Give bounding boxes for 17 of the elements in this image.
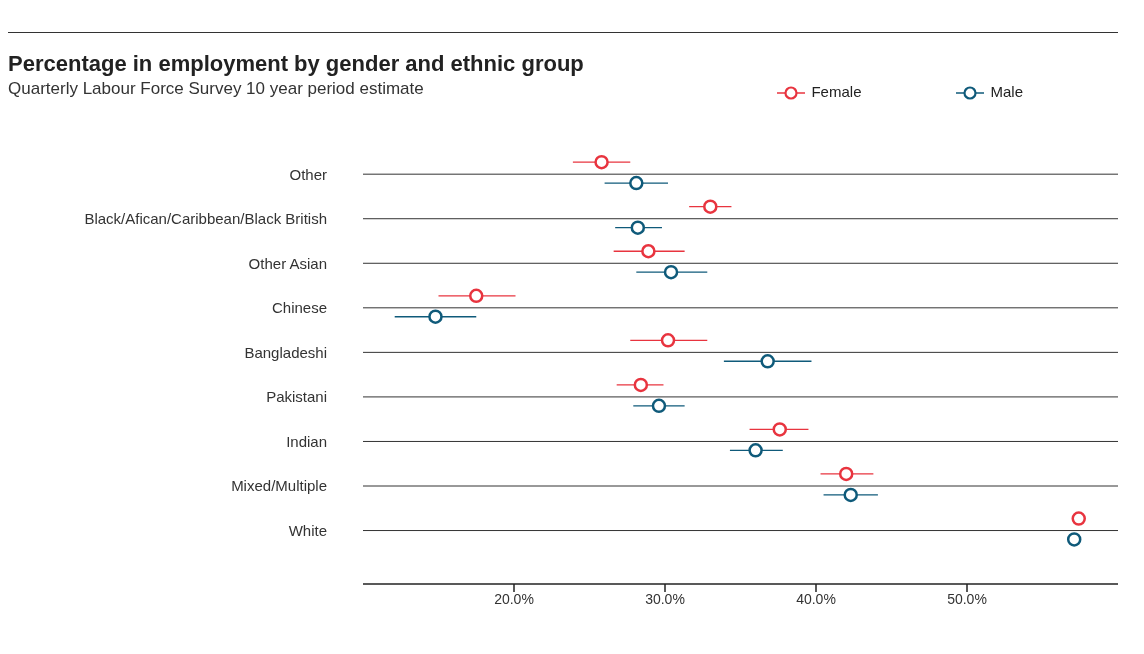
x-tick-label: 20.0% <box>494 590 534 607</box>
y-tick-label: Black/Afican/Caribbean/Black British <box>84 210 327 228</box>
y-tick-label: Indian <box>286 432 327 450</box>
y-tick-label: Other Asian <box>248 254 327 272</box>
text: Quarterly Labour Force Survey 10 year period estimate <box>8 79 424 98</box>
y-tick-label: Bangladeshi <box>244 343 327 361</box>
y-tick-label: Mixed/Multiple <box>231 477 327 495</box>
x-tick-label: 50.0% <box>947 590 987 607</box>
x-tick-label: 40.0% <box>796 590 836 607</box>
y-tick-label: Pakistani <box>266 388 327 406</box>
y-tick-label: White <box>288 521 327 539</box>
legend-label: Male <box>989 83 1023 101</box>
x-tick-label: 30.0% <box>645 590 685 607</box>
y-tick-label: Chinese <box>271 299 327 317</box>
legend-label: Female <box>810 83 862 101</box>
y-tick-label: Other <box>289 165 327 183</box>
chart-title: Percentage in employment by gender and ethnic group <box>8 51 585 77</box>
